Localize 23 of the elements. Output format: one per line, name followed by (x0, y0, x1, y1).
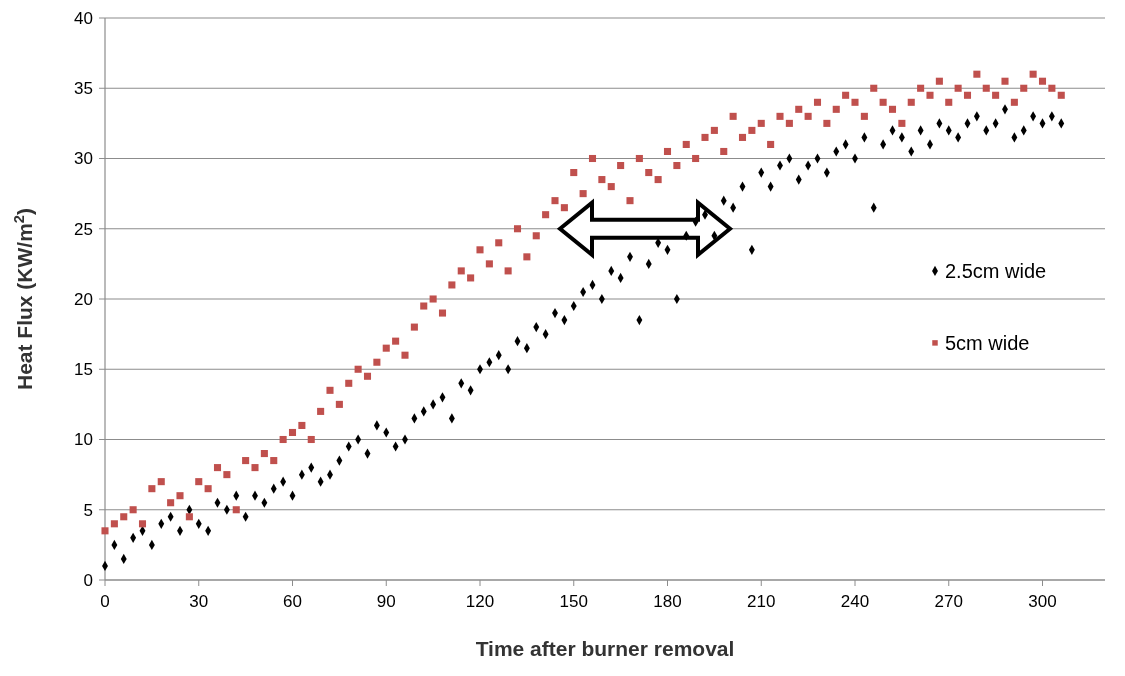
x-tick-label: 0 (100, 592, 110, 611)
y-tick-label: 30 (74, 149, 93, 169)
x-tick-label: 300 (1028, 592, 1057, 611)
y-tick-label: 10 (74, 430, 93, 450)
y-tick-label: 20 (74, 289, 93, 309)
legend-label: 2.5cm wide (945, 259, 1047, 282)
x-tick-label: 150 (559, 592, 588, 611)
x-tick-label: 90 (376, 592, 396, 611)
x-tick-label: 210 (747, 592, 776, 611)
x-tick-label: 270 (934, 592, 963, 611)
x-tick-label: 60 (283, 592, 302, 611)
x-tick-label: 30 (189, 592, 209, 611)
y-tick-label: 15 (74, 360, 93, 380)
x-tick-label: 180 (653, 592, 682, 611)
y-tick-label: 5 (83, 500, 93, 520)
y-tick-label: 0 (83, 570, 93, 590)
x-axis-title: Time after burner removal (475, 637, 735, 660)
y-tick-label: 40 (74, 8, 93, 28)
x-tick-label: 240 (840, 592, 870, 611)
x-tick-label: 120 (465, 592, 495, 611)
legend-label: 5cm wide (945, 331, 1030, 354)
y-tick-label: 35 (74, 79, 93, 99)
y-tick-label: 25 (74, 219, 93, 239)
